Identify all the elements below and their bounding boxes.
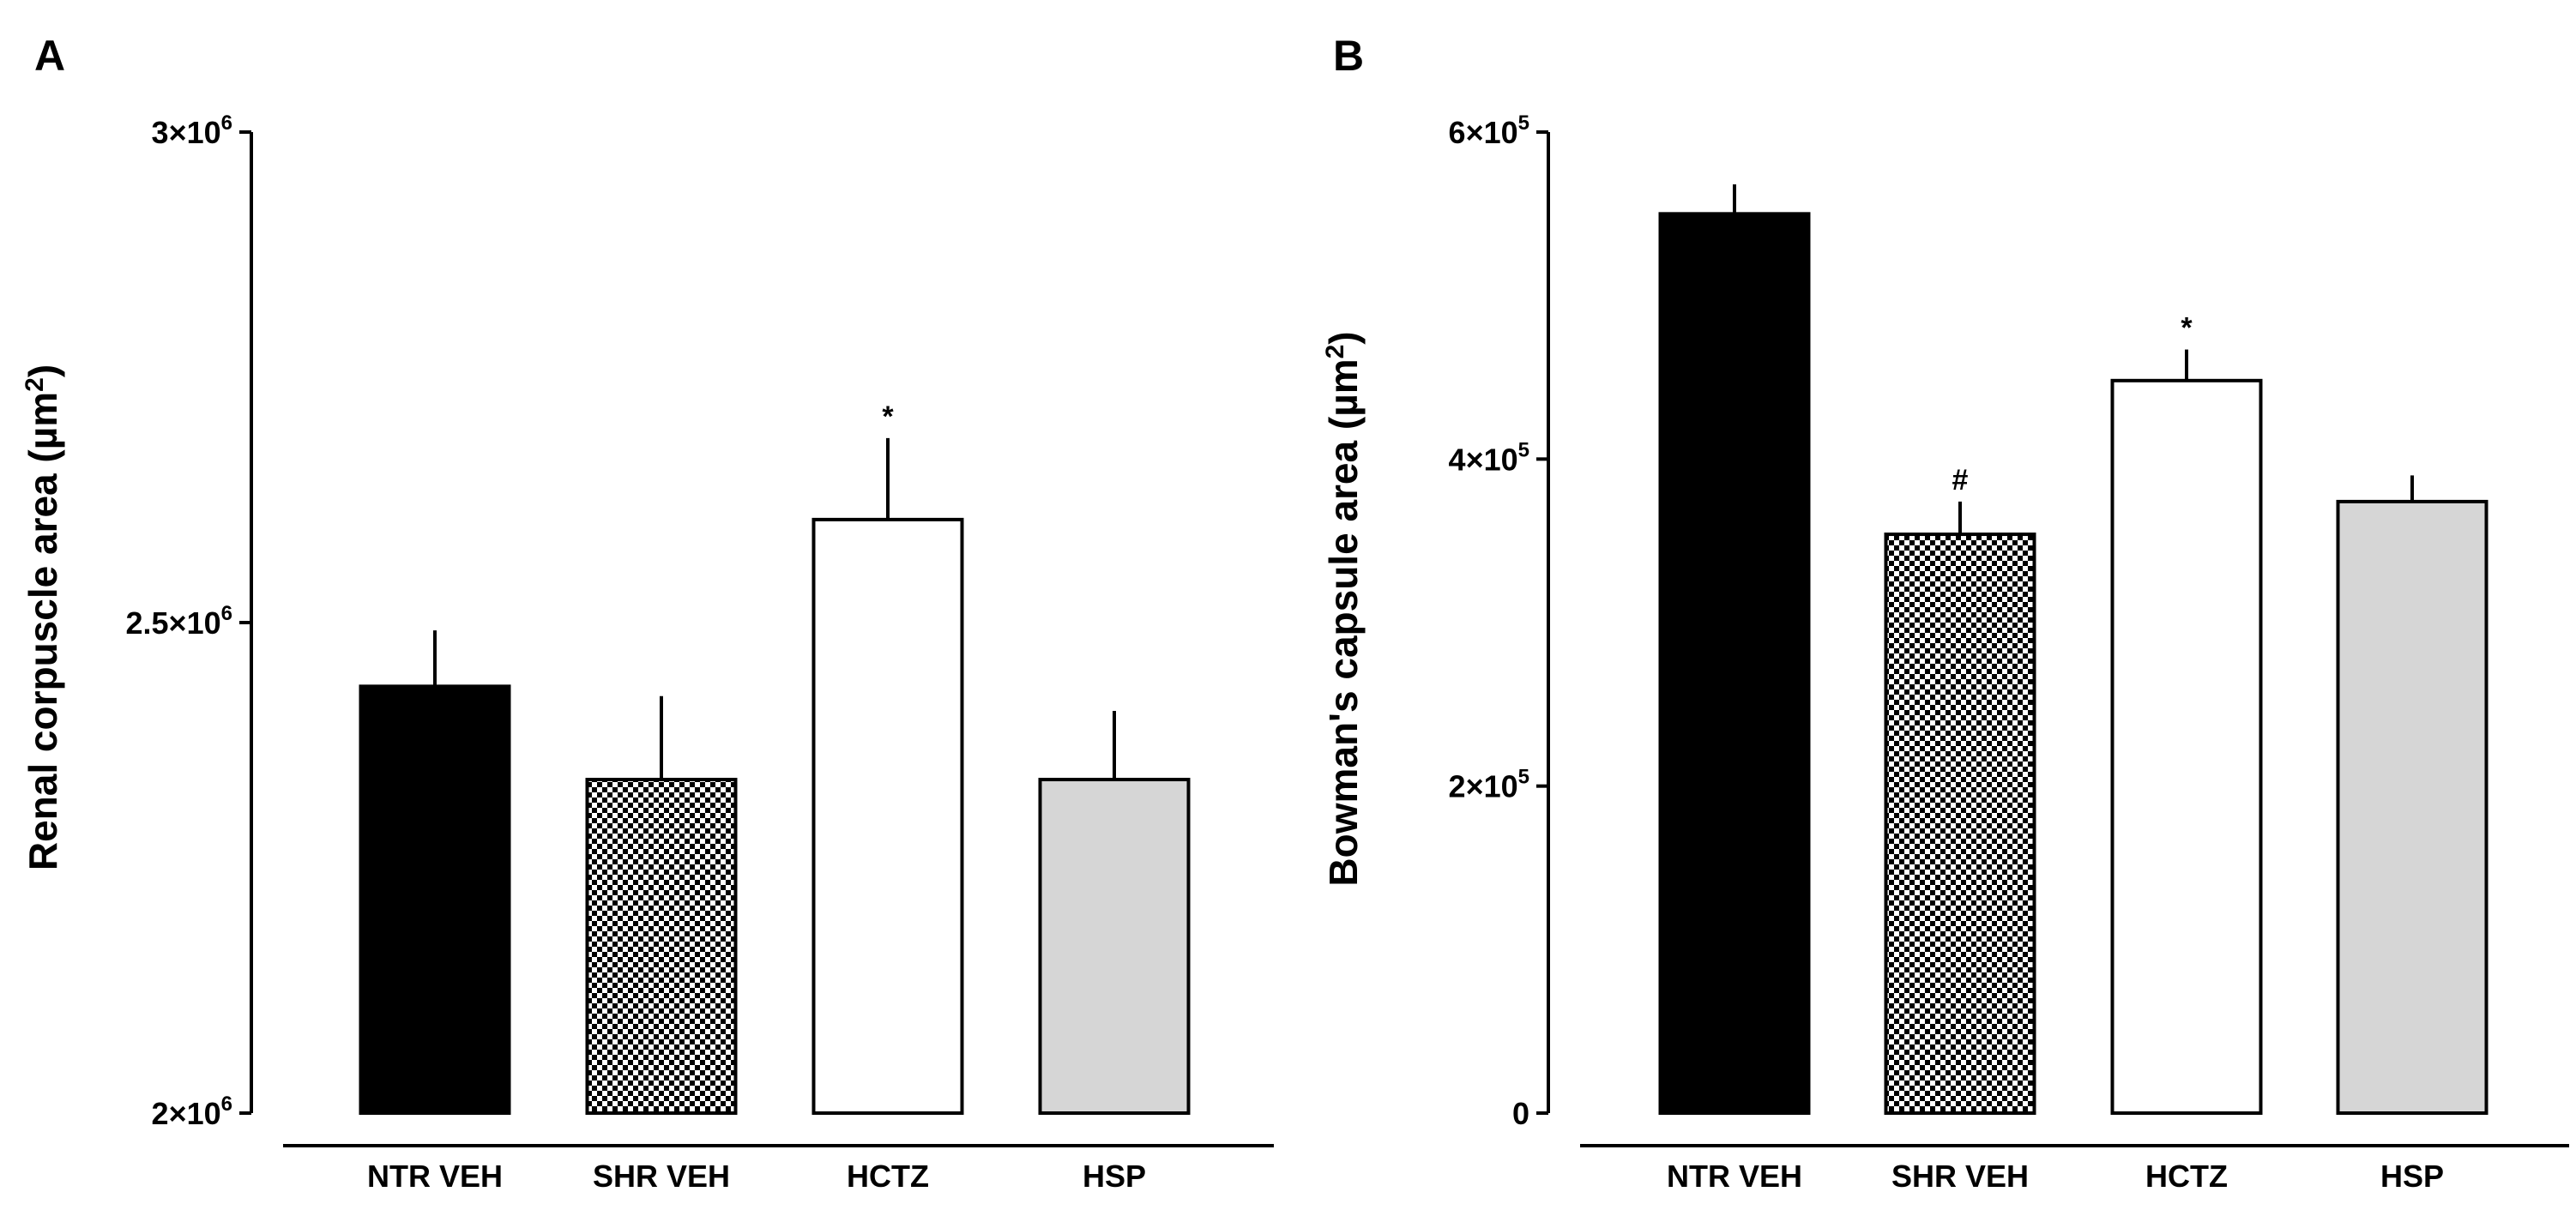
panel-b-bar-3 — [2336, 499, 2489, 1115]
panel-b-bar-2 — [2110, 378, 2263, 1115]
panel-b-category-label-2: HCTZ — [2145, 1159, 2228, 1194]
panel-a-y-tick-label-0: 2×106 — [152, 1093, 232, 1131]
panel-b-bar-1 — [1884, 533, 2036, 1115]
panel-a-bar-3 — [1038, 778, 1191, 1115]
panel-b-annotation-1: # — [1952, 464, 1969, 497]
panel-b-category-label-1: SHR VEH — [1891, 1159, 2029, 1194]
panel-a: A Renal corpuscle area (µm2) 2×106 2.5×10… — [21, 32, 1274, 1194]
panel-b-annotation-2: * — [2181, 312, 2193, 345]
panel-a-category-label-1: SHR VEH — [593, 1159, 730, 1194]
panel-b-y-tick-label-1: 2×105 — [1449, 766, 1529, 804]
panel-a-annotation-2: * — [882, 400, 894, 433]
panel-b-y-axis-title: Bowman's capsule area (µm2) — [1321, 331, 1366, 886]
panel-a-bar-0 — [359, 684, 511, 1115]
panel-a-y-tick-label-2: 3×106 — [152, 111, 232, 150]
panel-b: B Bowman's capsule area (µm2) 0 2×105 4×10… — [1321, 32, 2569, 1194]
panel-b-y-tick-label-2: 4×105 — [1449, 438, 1529, 477]
panel-b-category-label-3: HSP — [2380, 1159, 2444, 1194]
panel-a-bar-1 — [585, 778, 738, 1115]
panel-b-y-tick-label-0: 0 — [1512, 1096, 1529, 1131]
panel-b-label: B — [1333, 32, 1364, 80]
panel-a-label: A — [34, 32, 65, 80]
panel-a-bar-2 — [811, 517, 964, 1115]
panel-a-y-axis-title: Renal corpuscle area (µm2) — [21, 364, 65, 870]
panel-a-category-label-0: NTR VEH — [367, 1159, 503, 1194]
panel-a-y-tick-label-1: 2.5×106 — [126, 602, 232, 641]
panel-b-y-tick-label-3: 6×105 — [1449, 111, 1529, 150]
panel-b-bar-0 — [1658, 212, 1811, 1115]
panel-a-category-label-2: HCTZ — [847, 1159, 929, 1194]
panel-b-category-label-0: NTR VEH — [1667, 1159, 1802, 1194]
panel-a-category-label-3: HSP — [1083, 1159, 1146, 1194]
